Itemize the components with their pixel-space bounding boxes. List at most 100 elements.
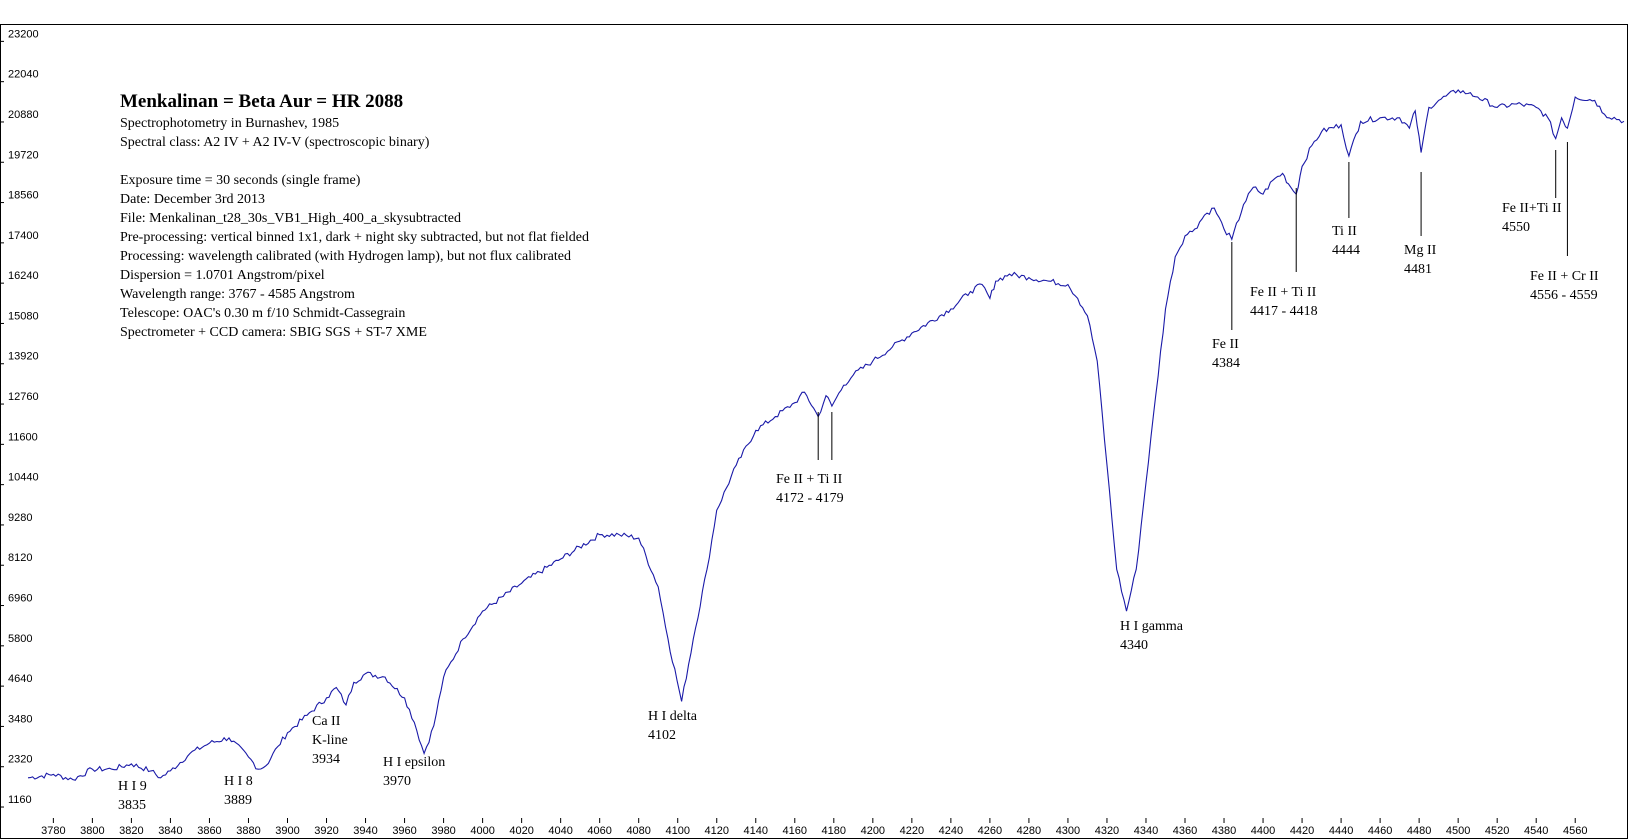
annotation-name: Ti II [1332,224,1357,239]
x-tick-label: 3800 [80,825,104,837]
x-tick-label: 4100 [665,825,689,837]
x-tick-label: 4500 [1446,825,1470,837]
x-tick-label: 4200 [861,825,885,837]
x-tick-label: 3780 [41,825,65,837]
y-tick-label: 20880 [8,109,39,121]
annotation-name: H I 9 [118,779,147,794]
annotation: H I 9 3835 [118,779,147,813]
annotation-name: Ca II [312,714,341,729]
annotation-wavelength: 4102 [648,728,676,743]
x-tick-label: 4520 [1485,825,1509,837]
annotation-wavelength: 3970 [383,774,411,789]
info-line: File: Menkalinan_t28_30s_VB1_High_400_a_… [120,211,462,226]
x-tick-label: 3880 [236,825,260,837]
info-line: Date: December 3rd 2013 [120,192,265,207]
y-tick-label: 8120 [8,552,32,564]
x-tick-label: 4540 [1524,825,1548,837]
x-tick-label: 4260 [978,825,1002,837]
x-axis: 3780 3800 3820 3840 3860 3880 3900 3920 3940 3960… [41,818,1587,837]
x-tick-label: 4320 [1095,825,1119,837]
annotation-name: Fe II + Ti II [1250,285,1317,300]
x-tick-label: 4120 [704,825,728,837]
y-tick-label: 18560 [8,190,39,202]
y-tick-label: 23200 [8,28,39,40]
x-tick-label: 4280 [1017,825,1041,837]
annotation-wavelength: 4481 [1404,262,1432,277]
y-tick-label: 3480 [8,713,32,725]
y-tick-label: 12760 [8,391,39,403]
annotation-name: H I gamma [1120,619,1184,634]
x-tick-label: 4000 [470,825,494,837]
annotation: Ti II 4444 [1332,162,1360,258]
y-tick-label: 2320 [8,754,32,766]
x-tick-label: 4560 [1563,825,1587,837]
info-line [120,152,589,171]
annotation-name: Fe II [1212,337,1239,352]
annotation: Mg II 4481 [1404,172,1437,277]
x-tick-label: 4060 [587,825,611,837]
y-tick-label: 10440 [8,472,39,484]
x-tick-label: 4360 [1173,825,1197,837]
annotation: H I 8 3889 [224,774,253,808]
annotation-name: H I epsilon [383,755,445,770]
annotation: Fe II 4384 [1212,242,1240,371]
x-tick-label: 3840 [158,825,182,837]
y-tick-label: 5800 [8,633,32,645]
line-annotations: H I 9 3835 H I 8 3889 Ca II K-line 3934 H I eps… [118,142,1599,813]
y-tick-label: 15080 [8,310,39,322]
annotation-wavelength: 4417 - 4418 [1250,304,1318,319]
x-tick-label: 4140 [744,825,768,837]
annotation: Fe II + Ti II 4417 - 4418 [1250,188,1318,319]
x-tick-label: 4080 [626,825,650,837]
annotation: Fe II + Ti II 4172 - 4179 [776,412,844,506]
annotation-wavelength: 4384 [1212,356,1240,371]
annotation-wavelength: 3835 [118,798,146,813]
annotation: Fe II+Ti II 4550 [1502,150,1562,235]
annotation-wavelength: 4556 - 4559 [1530,288,1598,303]
annotation-name: Fe II + Cr II [1530,269,1599,284]
info-line: Exposure time = 30 seconds (single frame… [120,173,361,188]
x-tick-label: 3980 [431,825,455,837]
y-tick-label: 9280 [8,512,32,524]
annotation-name: H I delta [648,709,698,724]
annotation-wavelength: 4550 [1502,220,1530,235]
x-tick-label: 3940 [353,825,377,837]
x-tick-label: 4180 [822,825,846,837]
info-panel: Menkalinan = Beta Aur = HR 2088 Spectrop… [120,90,589,342]
x-tick-label: 4420 [1290,825,1314,837]
annotation-wavelength: 4172 - 4179 [776,491,844,506]
y-tick-label: 22040 [8,69,39,81]
annotation-name: H I 8 [224,774,253,789]
annotation: H I delta 4102 [648,709,698,743]
annotation: H I gamma 4340 [1120,619,1184,653]
x-tick-label: 4480 [1407,825,1431,837]
annotation: Ca II K-line 3934 [312,714,348,767]
x-tick-label: 3920 [314,825,338,837]
y-tick-label: 6960 [8,593,32,605]
annotation-name: Mg II [1404,243,1437,258]
x-tick-label: 4400 [1251,825,1275,837]
annotation: H I epsilon 3970 [383,755,445,789]
info-line: Processing: wavelength calibrated (with … [120,249,571,264]
annotation-name: Fe II+Ti II [1502,201,1562,216]
info-line: Wavelength range: 3767 - 4585 Angstrom [120,287,355,302]
x-tick-label: 4160 [783,825,807,837]
info-line: Spectral class: A2 IV + A2 IV-V (spectro… [120,135,430,150]
annotation-wavelength: 4340 [1120,638,1148,653]
x-tick-label: 3960 [392,825,416,837]
annotation-name: Fe II + Ti II [776,472,843,487]
chart-title: Menkalinan = Beta Aur = HR 2088 [120,91,404,112]
x-tick-label: 4340 [1134,825,1158,837]
spectrum-line [27,89,1625,781]
x-tick-label: 3860 [197,825,221,837]
x-tick-label: 4380 [1212,825,1236,837]
x-tick-label: 4440 [1329,825,1353,837]
x-tick-label: 4220 [900,825,924,837]
info-line: Pre-processing: vertical binned 1x1, dar… [120,230,589,245]
x-tick-label: 4240 [939,825,963,837]
annotation-wavelength: 3934 [312,752,340,767]
y-tick-label: 1160 [8,794,32,806]
annotation-name: K-line [312,733,348,748]
y-tick-label: 19720 [8,149,39,161]
x-tick-label: 4040 [548,825,572,837]
